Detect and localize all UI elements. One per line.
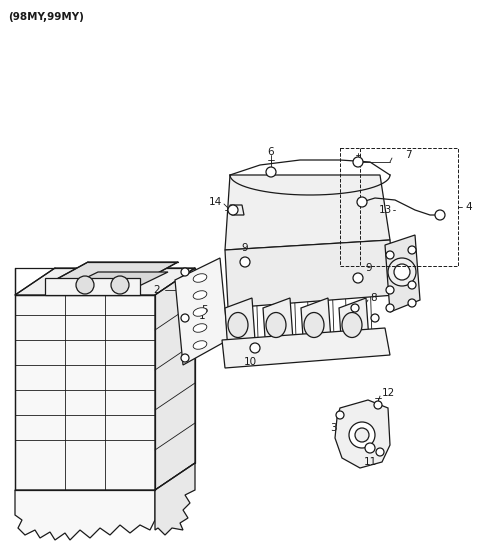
Text: 5: 5 xyxy=(202,305,208,315)
Text: 9: 9 xyxy=(242,243,248,253)
Circle shape xyxy=(111,276,129,294)
Circle shape xyxy=(376,448,384,456)
Polygon shape xyxy=(55,262,178,280)
Text: 9: 9 xyxy=(365,263,372,273)
Polygon shape xyxy=(339,298,369,352)
Ellipse shape xyxy=(228,312,248,338)
Circle shape xyxy=(181,314,189,322)
Text: 13: 13 xyxy=(379,205,392,215)
Polygon shape xyxy=(175,258,228,365)
Circle shape xyxy=(386,251,394,259)
Circle shape xyxy=(351,304,359,312)
Polygon shape xyxy=(335,400,390,468)
Ellipse shape xyxy=(193,274,207,282)
Text: 8: 8 xyxy=(370,293,377,303)
Polygon shape xyxy=(155,463,195,535)
Polygon shape xyxy=(15,490,155,540)
Circle shape xyxy=(408,281,416,289)
Ellipse shape xyxy=(193,324,207,332)
Circle shape xyxy=(250,343,260,353)
Text: 12: 12 xyxy=(382,388,395,398)
Text: 14: 14 xyxy=(209,197,222,207)
Ellipse shape xyxy=(193,307,207,316)
Text: 11: 11 xyxy=(363,457,377,467)
Polygon shape xyxy=(230,205,244,215)
Circle shape xyxy=(357,197,367,207)
Circle shape xyxy=(266,167,276,177)
Circle shape xyxy=(388,258,416,286)
Polygon shape xyxy=(155,268,195,490)
Circle shape xyxy=(365,443,375,453)
Polygon shape xyxy=(225,240,395,308)
Polygon shape xyxy=(65,272,168,288)
Text: 1: 1 xyxy=(199,311,205,321)
Circle shape xyxy=(336,411,344,419)
Text: 7: 7 xyxy=(405,150,412,160)
Ellipse shape xyxy=(304,312,324,338)
Polygon shape xyxy=(263,298,293,352)
Text: 3: 3 xyxy=(330,423,337,433)
Text: (98MY,99MY): (98MY,99MY) xyxy=(8,12,84,22)
Text: 6: 6 xyxy=(268,147,274,157)
Circle shape xyxy=(386,286,394,294)
Ellipse shape xyxy=(193,341,207,349)
Circle shape xyxy=(181,268,189,276)
Polygon shape xyxy=(225,175,390,250)
Polygon shape xyxy=(225,298,255,352)
Circle shape xyxy=(408,246,416,254)
Polygon shape xyxy=(301,298,331,352)
Circle shape xyxy=(386,304,394,312)
Bar xyxy=(340,148,458,266)
Polygon shape xyxy=(15,295,155,490)
Ellipse shape xyxy=(266,312,286,338)
Circle shape xyxy=(349,422,375,448)
Circle shape xyxy=(408,299,416,307)
Circle shape xyxy=(240,257,250,267)
Circle shape xyxy=(355,428,369,442)
Text: 2: 2 xyxy=(154,285,160,295)
Polygon shape xyxy=(385,235,420,312)
Circle shape xyxy=(353,157,363,167)
Circle shape xyxy=(394,264,410,280)
Text: 10: 10 xyxy=(243,357,257,367)
Circle shape xyxy=(228,205,238,215)
Circle shape xyxy=(374,401,382,409)
Circle shape xyxy=(371,314,379,322)
Circle shape xyxy=(353,273,363,283)
Text: 4: 4 xyxy=(465,202,472,212)
Circle shape xyxy=(181,354,189,362)
Polygon shape xyxy=(222,328,390,368)
Circle shape xyxy=(76,276,94,294)
Ellipse shape xyxy=(342,312,362,338)
Polygon shape xyxy=(15,268,195,295)
Circle shape xyxy=(435,210,445,220)
Ellipse shape xyxy=(193,291,207,299)
Polygon shape xyxy=(45,278,140,295)
